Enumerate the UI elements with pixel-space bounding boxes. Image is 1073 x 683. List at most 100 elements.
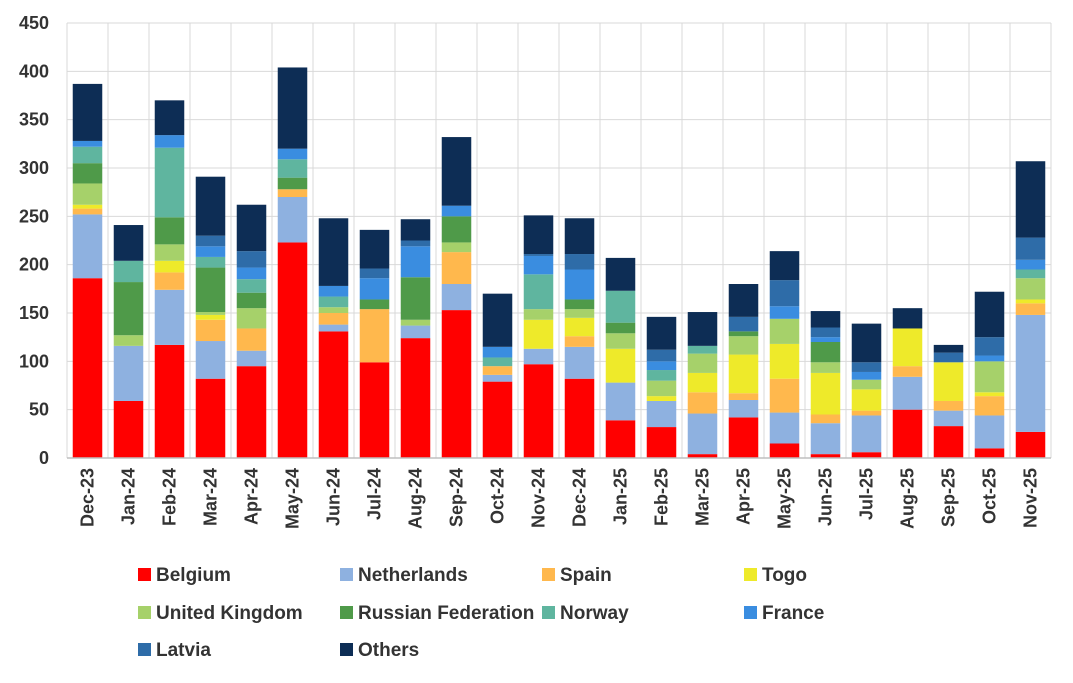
bar-segment	[400, 277, 431, 320]
bar-segment	[646, 349, 677, 362]
x-tick-label: May-24	[283, 468, 303, 529]
bar-segment	[72, 83, 103, 141]
x-tick-label: May-25	[775, 468, 795, 529]
bar-segment	[605, 420, 636, 458]
bar-segment	[1015, 431, 1046, 458]
y-tick-label: 0	[39, 448, 49, 468]
bar-segment	[810, 311, 841, 328]
x-tick-label: Aug-24	[406, 468, 426, 529]
bar-segment	[277, 197, 308, 243]
bar-segment	[523, 319, 554, 349]
bar-stack-Mar-25	[687, 312, 718, 458]
bar-segment	[564, 378, 595, 458]
bar-segment	[441, 242, 472, 253]
bar-segment	[933, 362, 964, 401]
bar-segment	[236, 308, 267, 329]
bar-stack-May-25	[769, 251, 800, 458]
x-tick-label: Apr-24	[242, 468, 262, 525]
bar-segment	[1015, 269, 1046, 279]
bar-segment	[318, 324, 349, 332]
legend-item: United Kingdom	[138, 603, 303, 624]
bar-segment	[769, 280, 800, 307]
legend-swatch	[138, 643, 151, 656]
y-tick-label: 400	[19, 61, 49, 81]
bar-segment	[277, 189, 308, 197]
bar-segment	[728, 354, 759, 394]
bar-segment	[687, 345, 718, 354]
bar-segment	[646, 380, 677, 397]
bar-segment	[1015, 259, 1046, 270]
bar-segment	[974, 448, 1005, 458]
bar-segment	[892, 366, 923, 377]
bar-segment	[482, 357, 513, 367]
bar-segment	[400, 325, 431, 339]
bar-segment	[605, 322, 636, 334]
bar-segment	[72, 278, 103, 458]
x-tick-label: Sep-24	[447, 468, 467, 527]
bar-segment	[523, 215, 554, 255]
bar-segment	[1015, 314, 1046, 432]
bars-layer	[72, 67, 1046, 458]
x-tick-label: Oct-25	[980, 468, 1000, 524]
bar-segment	[400, 319, 431, 326]
legend-swatch	[138, 606, 151, 619]
bar-segment	[851, 379, 882, 390]
bar-segment	[605, 348, 636, 383]
bar-segment	[359, 362, 390, 458]
bar-stack-Dec-23	[72, 83, 103, 458]
bar-stack-Jul-24	[359, 229, 390, 458]
bar-segment	[646, 370, 677, 381]
legend-label: Spain	[560, 565, 612, 586]
bar-segment	[277, 159, 308, 178]
bar-stack-Aug-24	[400, 219, 431, 458]
x-tick-label: Aug-25	[898, 468, 918, 529]
bar-segment	[564, 309, 595, 318]
bar-segment	[154, 272, 185, 290]
bar-segment	[564, 218, 595, 255]
bar-segment	[564, 269, 595, 300]
bar-segment	[810, 327, 841, 338]
bar-segment	[605, 257, 636, 291]
bar-stack-Jan-25	[605, 257, 636, 458]
bar-segment	[318, 307, 349, 313]
bar-segment	[646, 316, 677, 350]
bar-segment	[728, 400, 759, 418]
bar-segment	[728, 417, 759, 458]
y-tick-label: 50	[29, 400, 49, 420]
legend-label: Others	[358, 640, 419, 661]
x-tick-label: Nov-25	[1021, 468, 1041, 528]
bar-segment	[400, 246, 431, 278]
bar-segment	[441, 205, 472, 217]
bar-segment	[359, 278, 390, 300]
bar-stack-Jun-25	[810, 311, 841, 458]
bar-segment	[113, 345, 144, 401]
bar-segment	[318, 313, 349, 325]
legend-swatch	[744, 568, 757, 581]
bar-segment	[72, 183, 103, 205]
legend-label: Norway	[560, 603, 629, 624]
x-tick-label: Mar-25	[693, 468, 713, 526]
bar-segment	[195, 312, 226, 315]
bar-stack-Feb-25	[646, 316, 677, 458]
bar-segment	[523, 254, 554, 256]
bar-segment	[728, 284, 759, 317]
bar-segment	[728, 393, 759, 400]
x-tick-label: Apr-25	[734, 468, 754, 525]
bar-stack-Sep-24	[441, 137, 472, 458]
bar-segment	[236, 251, 267, 268]
bar-segment	[974, 415, 1005, 449]
legend-label: France	[762, 603, 824, 624]
legend-item: Belgium	[138, 565, 231, 586]
y-tick-label: 100	[19, 351, 49, 371]
bar-segment	[810, 342, 841, 363]
bar-segment	[195, 314, 226, 320]
bar-segment	[72, 204, 103, 209]
x-tick-label: Jun-24	[324, 468, 344, 526]
legend-item: Others	[340, 640, 419, 661]
legend-item: Norway	[542, 603, 629, 624]
bar-segment	[154, 260, 185, 273]
bar-stack-Jun-24	[318, 218, 349, 458]
y-tick-label: 300	[19, 158, 49, 178]
bar-segment	[195, 176, 226, 236]
bar-segment	[113, 282, 144, 336]
